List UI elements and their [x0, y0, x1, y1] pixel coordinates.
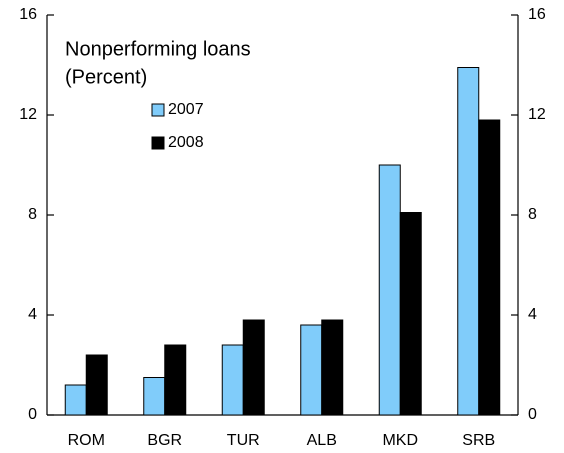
bar — [378, 164, 401, 416]
y-tick-label: 8 — [28, 206, 37, 223]
legend-label: 2007 — [168, 101, 204, 118]
x-tick-label: TUR — [227, 432, 260, 449]
x-tick-label: SRB — [462, 432, 495, 449]
bar — [164, 344, 187, 416]
legend-swatch — [151, 103, 165, 117]
legend-swatch — [151, 136, 165, 150]
bar — [321, 319, 344, 416]
y2-tick-label: 16 — [528, 6, 546, 23]
bar — [64, 384, 87, 416]
legend-label: 2008 — [168, 134, 204, 151]
bar — [85, 354, 108, 416]
chart-subtitle: (Percent) — [65, 66, 147, 88]
y-tick-label: 16 — [19, 6, 37, 23]
y-tick-label: 0 — [28, 406, 37, 423]
bar — [221, 344, 244, 416]
y2-tick-label: 12 — [528, 106, 546, 123]
bar — [300, 324, 323, 416]
chart-title: Nonperforming loans — [65, 38, 251, 60]
x-tick-label: ALB — [307, 432, 337, 449]
y2-tick-label: 0 — [528, 406, 537, 423]
bar — [478, 119, 501, 416]
y-tick-label: 4 — [28, 306, 37, 323]
bar — [399, 212, 422, 416]
x-tick-label: ROM — [68, 432, 105, 449]
y-tick-label: 12 — [19, 106, 37, 123]
bar — [457, 67, 480, 416]
bar — [143, 377, 166, 416]
x-tick-label: BGR — [147, 432, 182, 449]
y2-tick-label: 8 — [528, 206, 537, 223]
x-tick-label: MKD — [382, 432, 418, 449]
y2-tick-label: 4 — [528, 306, 537, 323]
bar — [242, 319, 265, 416]
